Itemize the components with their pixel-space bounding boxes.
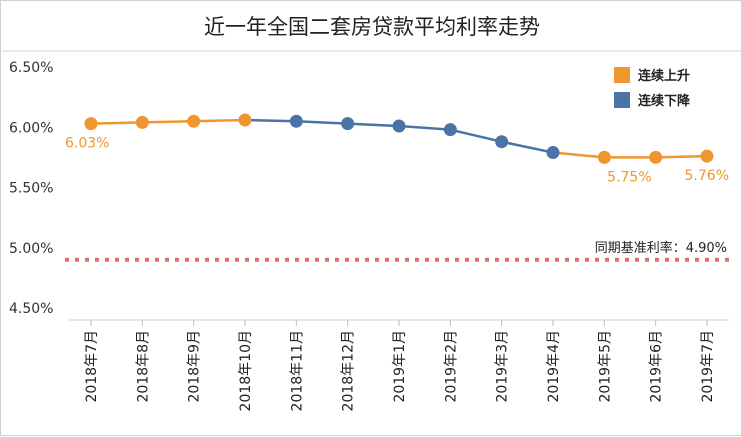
x-tick-label: 2019年3月: [495, 330, 511, 403]
x-axis-ticks: [69, 319, 729, 326]
x-tick-label: 2018年9月: [187, 330, 203, 403]
data-point: [187, 114, 201, 128]
x-tick-label: 2019年1月: [392, 330, 408, 403]
data-point: [700, 149, 714, 163]
y-tick-label: 5.50%: [9, 181, 53, 197]
series-line-segment: [89, 121, 144, 125]
x-tick-label: 2018年12月: [341, 330, 357, 411]
series-line-segment: [500, 140, 555, 154]
y-tick-label: 4.50%: [9, 301, 53, 317]
x-tick-label: 2018年11月: [289, 330, 305, 411]
y-tick-label: 6.50%: [9, 60, 53, 76]
legend-label: 连续上升: [638, 68, 690, 84]
x-tick-label: 2018年7月: [84, 330, 100, 403]
data-point: [341, 117, 355, 131]
data-point: [443, 123, 457, 137]
x-tick-label: 2019年7月: [700, 330, 716, 403]
series-line-group: [89, 118, 709, 159]
series-line-segment: [295, 119, 349, 125]
x-tick-label: 2019年2月: [443, 330, 459, 403]
data-point: [289, 114, 303, 128]
y-axis: 4.50% 5.00% 5.50% 6.00% 6.50%: [9, 60, 53, 317]
x-tick-label: 2019年6月: [649, 330, 665, 403]
data-label: 5.75%: [607, 169, 651, 185]
x-tick-label: 2018年8月: [135, 330, 151, 403]
series-line-segment: [192, 118, 247, 123]
series-line-segment: [551, 151, 606, 159]
series-line-segment: [654, 154, 709, 159]
x-tick-label: 2019年5月: [597, 330, 613, 403]
reference-line-group: 同期基准利率：4.90%: [65, 240, 729, 262]
y-tick-label: 5.00%: [9, 241, 53, 257]
data-label-group: 6.03% 5.75% 5.76%: [65, 136, 729, 186]
data-point: [649, 150, 663, 164]
data-point: [495, 135, 509, 149]
legend-label: 连续下降: [638, 93, 691, 109]
series-line-segment: [397, 124, 452, 131]
legend-swatch: [614, 67, 630, 83]
series-line-segment: [243, 118, 298, 123]
y-tick-label: 6.00%: [9, 120, 53, 136]
data-point: [546, 146, 560, 160]
data-point: [238, 113, 252, 127]
series-line-segment: [346, 122, 401, 128]
data-point: [597, 150, 611, 164]
chart-title: 近一年全国二套房贷款平均利率走势: [204, 15, 540, 39]
data-label: 6.03%: [65, 136, 109, 152]
data-point: [84, 117, 98, 131]
data-point: [392, 119, 406, 133]
x-tick-label: 2019年4月: [546, 330, 562, 403]
data-point: [135, 115, 149, 129]
x-axis-labels: 2018年7月 2018年8月 2018年9月 2018年10月 2018年11月 201…: [84, 330, 716, 411]
series-line-segment: [449, 128, 503, 143]
reference-line-label: 同期基准利率：4.90%: [595, 240, 727, 256]
series-line-segment: [141, 119, 195, 124]
data-label: 5.76%: [685, 168, 729, 184]
series-point-group: [84, 113, 714, 164]
legend-swatch: [614, 92, 630, 108]
x-tick-label: 2018年10月: [238, 330, 254, 411]
